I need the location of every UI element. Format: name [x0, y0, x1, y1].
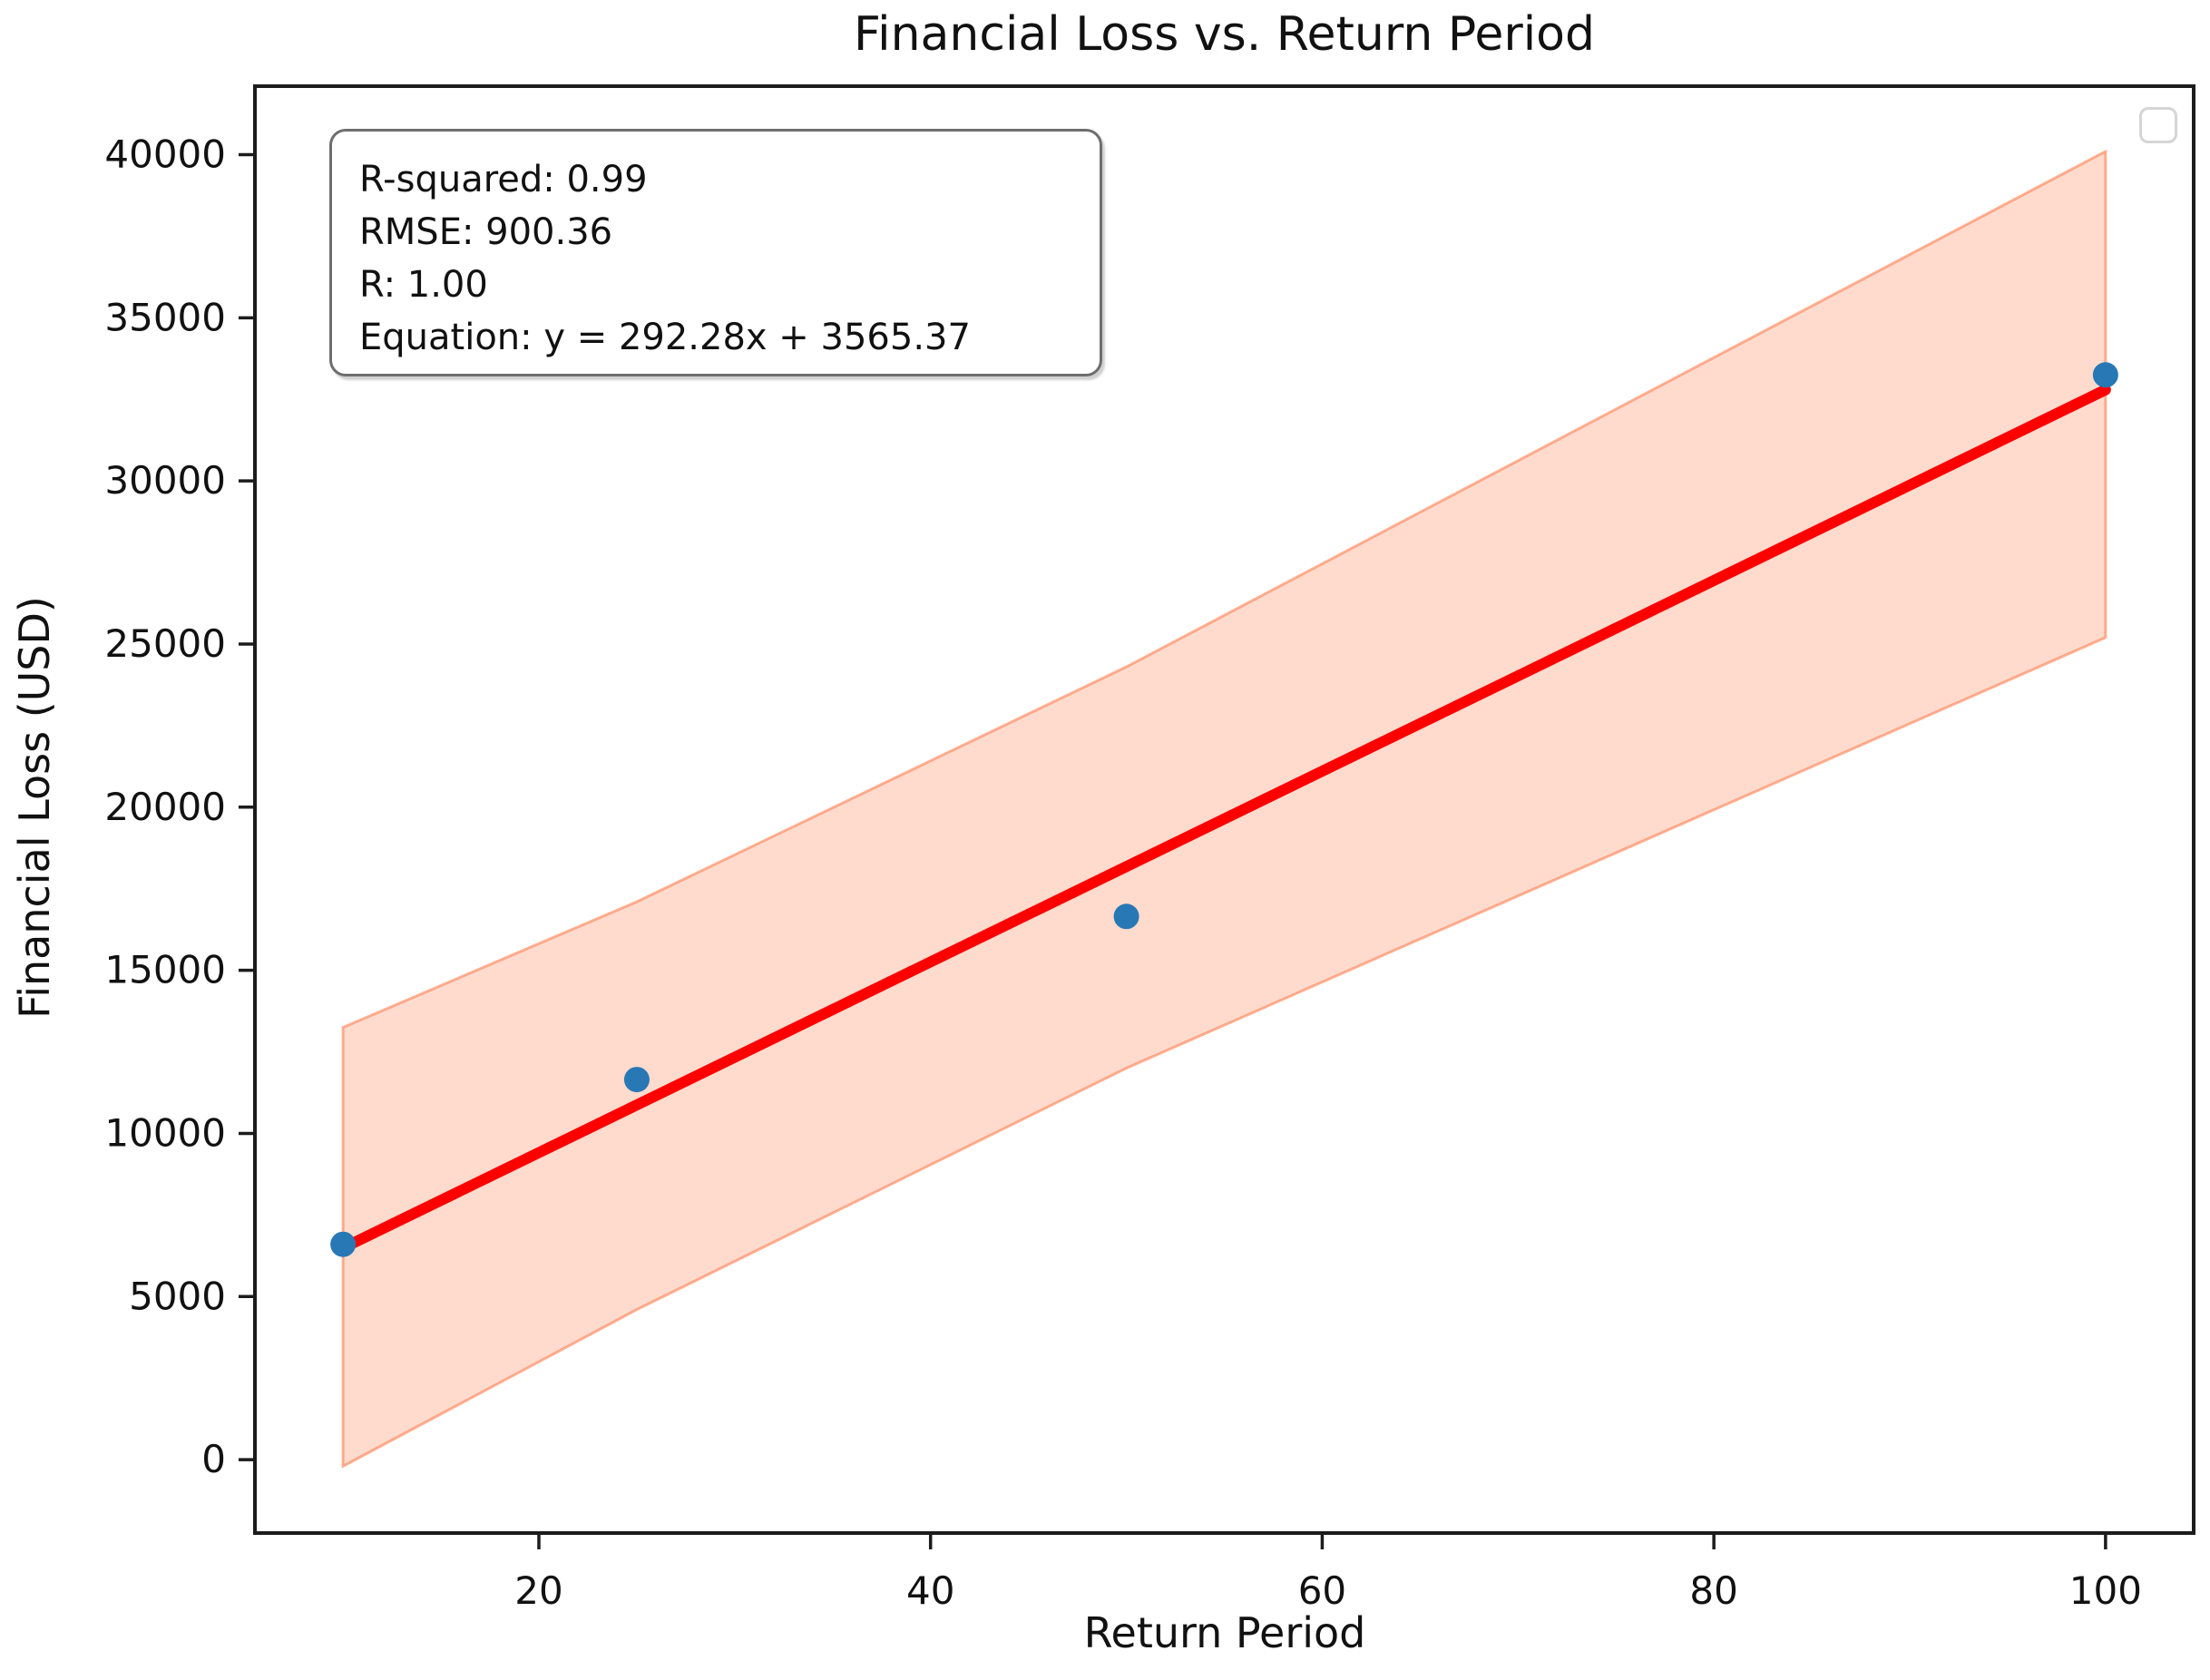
confidence-band — [341, 149, 2107, 1469]
x-tick-label: 100 — [2069, 1568, 2142, 1613]
y-tick-label: 25000 — [104, 621, 226, 666]
x-tick-label: 60 — [1298, 1568, 1346, 1613]
axes-spines — [253, 84, 2195, 1535]
scatter-point — [1113, 903, 1139, 930]
x-tick-label: 80 — [1689, 1568, 1737, 1613]
scatter-point — [330, 1231, 357, 1257]
x-tick-label: 20 — [514, 1568, 562, 1613]
x-tick-label: 40 — [906, 1568, 954, 1613]
stat-r-squared: R-squared: 0.99 — [359, 159, 648, 200]
y-tick-label: 30000 — [104, 458, 226, 503]
y-tick-label: 0 — [201, 1437, 226, 1481]
legend-box — [2139, 107, 2177, 143]
scatter-point — [2092, 362, 2118, 388]
y-tick-label: 5000 — [129, 1274, 226, 1318]
stats-annotation-box: R-squared: 0.99 RMSE: 900.36 R: 1.00 Equ… — [329, 129, 1102, 376]
y-tick-label: 20000 — [104, 785, 226, 829]
stat-rmse: RMSE: 900.36 — [359, 211, 613, 253]
stat-r: R: 1.00 — [359, 264, 488, 306]
regression-line — [337, 384, 2111, 1254]
y-axis-label: Financial Loss (USD) — [10, 596, 59, 1019]
stat-equation: Equation: y = 292.28x + 3565.37 — [359, 317, 971, 358]
y-tick-label: 35000 — [104, 295, 226, 339]
scatter-point — [623, 1067, 650, 1093]
x-axis-label: Return Period — [1083, 1608, 1366, 1657]
y-tick-label: 40000 — [104, 132, 226, 177]
y-tick-label: 10000 — [104, 1110, 226, 1155]
chart-title: Financial Loss vs. Return Period — [854, 7, 1595, 62]
y-tick-label: 15000 — [104, 948, 226, 992]
